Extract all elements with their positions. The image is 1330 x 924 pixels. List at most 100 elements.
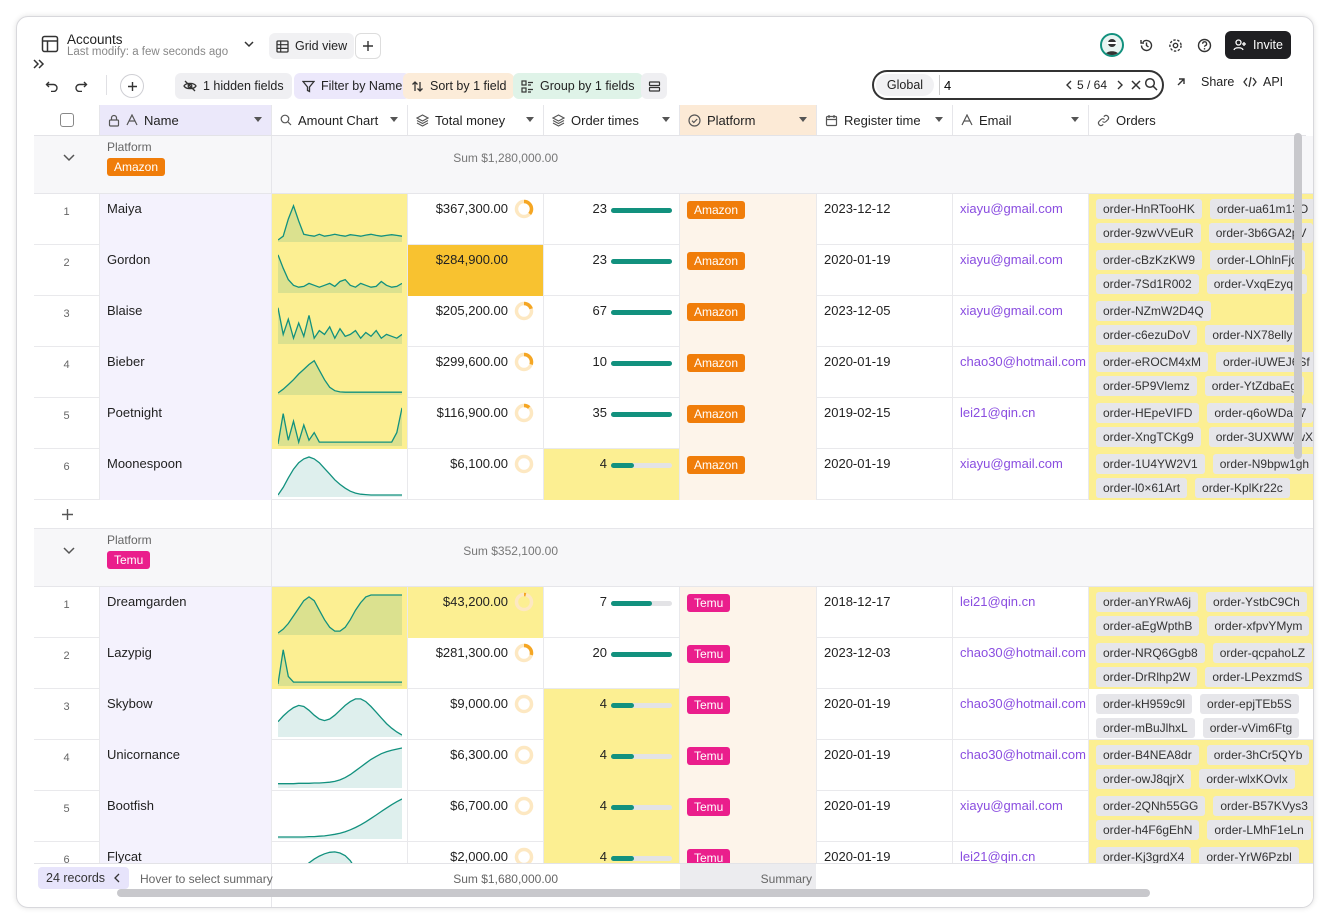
orders-cell[interactable]: order-1U4YW2V1 order-N9bpw1gh order-l0×61A… <box>1089 449 1313 500</box>
email-cell[interactable]: xiayu@gmail.com <box>953 296 1089 347</box>
amount-chart-cell[interactable] <box>272 245 408 296</box>
order-chip[interactable]: order-HEpeVIFD <box>1096 403 1200 423</box>
order-chip[interactable]: order-3hCr5QYb <box>1206 745 1310 765</box>
platform-cell[interactable]: Amazon <box>680 245 817 296</box>
amount-chart-cell[interactable] <box>272 194 408 245</box>
dropdown-arrow-icon[interactable] <box>934 114 944 124</box>
name-cell[interactable]: Blaise <box>100 296 272 347</box>
amount-chart-cell[interactable] <box>272 689 408 740</box>
order-chip[interactable]: order-HnRTooHK <box>1096 199 1202 219</box>
table-row[interactable]: 3 Skybow $9,000.00 4 Temu 2020-01-19 chao30@ho… <box>34 689 1313 740</box>
email-value[interactable]: chao30@hotmail.com <box>960 645 1086 660</box>
order-times-cell[interactable]: 4 <box>544 449 680 500</box>
table-row[interactable]: 1 Maiya $367,300.00 23 Amazon 2023-12-12 xiayu… <box>34 194 1313 245</box>
order-chip[interactable]: order-xfpvYMym <box>1207 616 1310 636</box>
email-cell[interactable]: xiayu@gmail.com <box>953 449 1089 500</box>
prev-result-icon[interactable] <box>1064 78 1074 96</box>
email-value[interactable]: xiayu@gmail.com <box>960 252 1063 267</box>
register-time-cell[interactable]: 2019-02-15 <box>817 398 953 449</box>
platform-cell[interactable]: Temu <box>680 740 817 791</box>
table-row[interactable]: 6 Moonespoon $6,100.00 4 Amazon 2020-01-19 xia… <box>34 449 1313 500</box>
orders-cell[interactable]: order-anYRwA6j order-YstbC9Ch order-aEgWpt… <box>1089 587 1313 638</box>
email-cell[interactable]: xiayu@gmail.com <box>953 194 1089 245</box>
amount-chart-cell[interactable] <box>272 449 408 500</box>
email-value[interactable]: lei21@qin.cn <box>960 594 1036 609</box>
order-chip[interactable]: order-epjTEb5S <box>1200 694 1299 714</box>
table-icon[interactable] <box>41 35 59 58</box>
group-sum[interactable]: Sum $1,280,000.00 <box>453 151 558 165</box>
table-row[interactable]: 4 Unicornance $6,300.00 4 Temu 2020-01-19 chao… <box>34 740 1313 791</box>
register-time-cell[interactable]: 2020-01-19 <box>817 791 953 842</box>
order-chip[interactable]: order-l0×61Art <box>1096 478 1188 498</box>
email-cell[interactable]: chao30@hotmail.com <box>953 689 1089 740</box>
orders-cell[interactable]: order-NZmW2D4Q order-c6ezuDoV order-NX78el… <box>1089 296 1313 347</box>
order-chip[interactable]: order-B57KVys3 <box>1213 796 1313 816</box>
order-chip[interactable]: order-YrW6Pzbl <box>1199 847 1299 867</box>
order-chip[interactable]: order-ua61m13O <box>1209 199 1313 219</box>
name-cell[interactable]: Gordon <box>100 245 272 296</box>
order-chip[interactable]: order-5P9Vlemz <box>1096 376 1197 396</box>
register-time-cell[interactable]: 2020-01-19 <box>817 689 953 740</box>
order-chip[interactable]: order-YtZdbaEg <box>1204 376 1305 396</box>
table-row[interactable]: 1 Dreamgarden $43,200.00 7 Temu 2018-12-17 lei… <box>34 587 1313 638</box>
order-chip[interactable]: order-owJ8qjrX <box>1096 769 1192 789</box>
order-times-cell[interactable]: 4 <box>544 689 680 740</box>
order-times-cell[interactable]: 20 <box>544 638 680 689</box>
dropdown-arrow-icon[interactable] <box>389 114 399 124</box>
share-button[interactable]: Share <box>1175 75 1234 89</box>
order-times-cell[interactable]: 4 <box>544 740 680 791</box>
invite-button[interactable]: Invite <box>1225 31 1291 59</box>
add-record-button[interactable] <box>120 74 144 98</box>
amount-chart-cell[interactable] <box>272 638 408 689</box>
dropdown-arrow-icon[interactable] <box>1070 114 1080 124</box>
redo-icon[interactable] <box>70 74 92 96</box>
platform-cell[interactable]: Temu <box>680 587 817 638</box>
name-cell[interactable]: Bieber <box>100 347 272 398</box>
order-times-cell[interactable]: 7 <box>544 587 680 638</box>
order-chip[interactable]: order-NRQ6Ggb8 <box>1096 643 1205 663</box>
column-header-register-time[interactable]: Register time <box>817 105 953 135</box>
table-row[interactable]: 2 Gordon $284,900.00 23 Amazon 2020-01-19 xiay… <box>34 245 1313 296</box>
undo-icon[interactable] <box>41 74 63 96</box>
email-cell[interactable]: lei21@qin.cn <box>953 587 1089 638</box>
order-chip[interactable]: order-LPexzmdS <box>1205 667 1310 687</box>
email-cell[interactable]: xiayu@gmail.com <box>953 791 1089 842</box>
order-chip[interactable]: order-B4NEA8dr <box>1096 745 1199 765</box>
total-money-cell[interactable]: $367,300.00 <box>408 194 544 245</box>
column-header-total-money[interactable]: Total money <box>408 105 544 135</box>
dropdown-arrow-icon[interactable] <box>253 114 263 124</box>
total-money-cell[interactable]: $299,600.00 <box>408 347 544 398</box>
column-header-platform[interactable]: Platform <box>680 105 817 135</box>
order-chip[interactable]: order-XngTCKg9 <box>1096 427 1201 447</box>
order-chip[interactable]: order-c6ezuDoV <box>1096 325 1198 345</box>
register-time-cell[interactable]: 2020-01-19 <box>817 245 953 296</box>
orders-cell[interactable]: order-cBzKzKW9 order-LOhlnFjq order-7Sd1R0… <box>1089 245 1313 296</box>
platform-cell[interactable]: Temu <box>680 791 817 842</box>
email-value[interactable]: chao30@hotmail.com <box>960 747 1086 762</box>
order-chip[interactable]: order-LMhF1eLn <box>1207 820 1311 840</box>
order-chip[interactable]: order-3UXWWjwX <box>1208 427 1313 447</box>
order-times-cell[interactable]: 23 <box>544 194 680 245</box>
order-chip[interactable]: order-LOhlnFjq <box>1210 250 1305 270</box>
total-money-cell[interactable]: $43,200.00 <box>408 587 544 638</box>
email-cell[interactable]: lei21@qin.cn <box>953 398 1089 449</box>
orders-cell[interactable]: order-2QNh55GG order-B57KVys3 order-h4F6gE… <box>1089 791 1313 842</box>
history-icon[interactable] <box>1135 34 1157 56</box>
order-chip[interactable]: order-KplKr22c <box>1195 478 1290 498</box>
total-money-cell[interactable]: $6,700.00 <box>408 791 544 842</box>
avatar[interactable] <box>1100 33 1124 57</box>
orders-cell[interactable]: order-NRQ6Ggb8 order-qcpahoLZ order-DrRlhp… <box>1089 638 1313 689</box>
total-money-cell[interactable]: $6,300.00 <box>408 740 544 791</box>
register-time-cell[interactable]: 2020-01-19 <box>817 740 953 791</box>
amount-chart-cell[interactable] <box>272 398 408 449</box>
order-chip[interactable]: order-7Sd1R002 <box>1096 274 1199 294</box>
amount-chart-cell[interactable] <box>272 347 408 398</box>
register-time-cell[interactable]: 2023-12-05 <box>817 296 953 347</box>
name-cell[interactable]: Poetnight <box>100 398 272 449</box>
email-value[interactable]: chao30@hotmail.com <box>960 354 1086 369</box>
amount-chart-cell[interactable] <box>272 296 408 347</box>
email-value[interactable]: chao30@hotmail.com <box>960 696 1086 711</box>
order-chip[interactable]: order-YstbC9Ch <box>1206 592 1307 612</box>
chevron-down-icon[interactable] <box>62 546 76 556</box>
order-chip[interactable]: order-VxqEzyqF <box>1206 274 1308 294</box>
